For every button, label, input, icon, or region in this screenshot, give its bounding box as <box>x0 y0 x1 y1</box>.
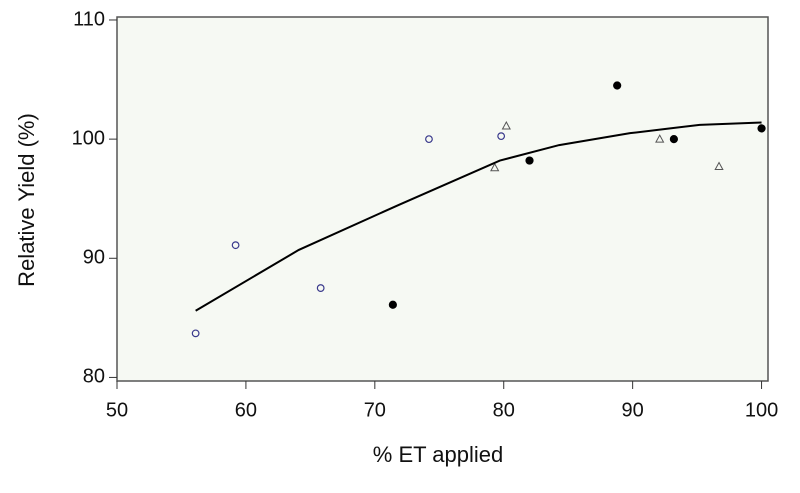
point <box>231 241 240 250</box>
x-tick-label: 90 <box>622 399 644 421</box>
point <box>191 329 200 338</box>
y-axis-label: Relative Yield (%) <box>14 113 39 287</box>
point <box>425 135 433 144</box>
x-tick-label: 50 <box>106 399 128 421</box>
y-tick-label: 110 <box>73 8 105 30</box>
point <box>613 81 622 90</box>
point <box>497 132 506 141</box>
point <box>757 124 766 133</box>
point <box>669 135 678 144</box>
point <box>490 162 500 172</box>
y-tick-label: 80 <box>83 366 105 388</box>
point <box>501 120 511 130</box>
point <box>655 134 665 143</box>
x-tick-label: 80 <box>493 399 515 421</box>
plot-area <box>116 16 769 382</box>
point <box>525 156 534 165</box>
x-tick-label: 70 <box>364 399 386 421</box>
y-tick-label: 100 <box>72 127 105 149</box>
point <box>388 300 397 309</box>
fit-line <box>195 121 762 312</box>
point <box>714 161 724 171</box>
x-tick-label: 60 <box>235 399 257 421</box>
x-tick-label: 100 <box>745 399 778 421</box>
point <box>316 284 325 292</box>
x-axis-label: % ET applied <box>373 442 503 467</box>
y-tick-label: 90 <box>83 247 105 269</box>
